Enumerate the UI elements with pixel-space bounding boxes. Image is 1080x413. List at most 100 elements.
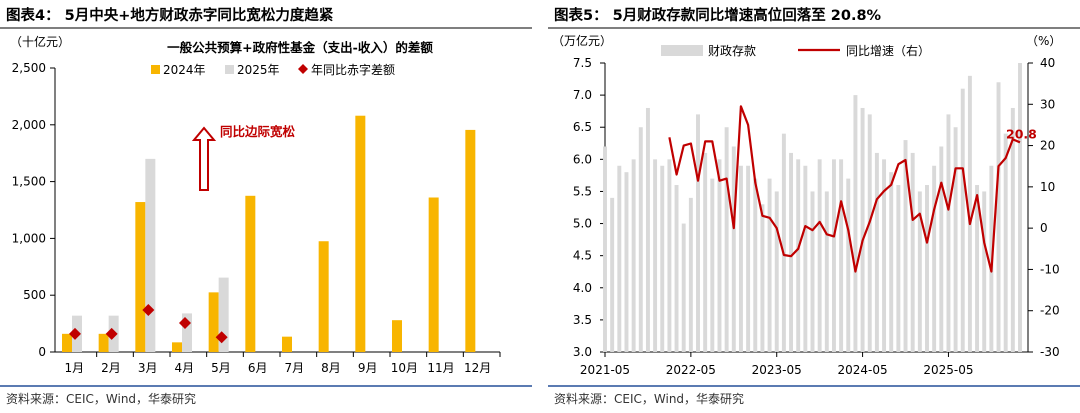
bar-2025 bbox=[145, 158, 156, 352]
deposit-bar bbox=[925, 185, 929, 352]
x-tick-label: 2024-05 bbox=[838, 363, 888, 377]
x-tick-label: 2023-05 bbox=[752, 363, 802, 377]
deposit-bar bbox=[710, 178, 715, 352]
deposit-bar bbox=[667, 159, 672, 352]
deposit-bar bbox=[617, 165, 622, 352]
bar-2024 bbox=[135, 202, 146, 352]
deposit-bar bbox=[817, 159, 822, 352]
end-value-label: 20.8 bbox=[1006, 126, 1037, 141]
x-tick-label: 8月 bbox=[321, 361, 341, 375]
y-right-tick-label: -10 bbox=[1040, 262, 1060, 276]
right-chart-panel: 图表5： 5月财政存款同比增速高位回落至 20.8% （万亿元） （%） 3.0 3.… bbox=[548, 0, 1080, 413]
deposit-bar bbox=[789, 152, 794, 352]
deposit-bar bbox=[624, 172, 629, 352]
x-tick-label: 3月 bbox=[138, 361, 158, 375]
diff-marker bbox=[69, 327, 81, 340]
deposit-bar bbox=[975, 185, 980, 352]
x-tick-label: 2025-05 bbox=[923, 363, 973, 377]
y-tick-label: 1,500 bbox=[12, 175, 46, 189]
x-tick-label: 5月 bbox=[211, 361, 231, 375]
deposit-bar bbox=[889, 172, 894, 352]
right-source-note: 资料来源：CEIC，Wind，华泰研究 bbox=[554, 392, 745, 406]
deposit-bar bbox=[932, 165, 937, 352]
deposit-bar bbox=[831, 159, 836, 352]
y-left-tick-label: 5.5 bbox=[573, 184, 592, 198]
deposit-bar bbox=[753, 178, 758, 352]
y-left-tick-label: 6.5 bbox=[573, 120, 592, 134]
x-tick-label: 2月 bbox=[101, 361, 121, 375]
deposit-bar bbox=[910, 152, 915, 352]
deposit-bar bbox=[853, 95, 858, 352]
y-tick-label: 2,500 bbox=[12, 61, 46, 75]
y-right-tick-label: 10 bbox=[1040, 180, 1055, 194]
deposit-bar bbox=[645, 107, 650, 352]
left-chart-panel: 图表4： 5月中央+地方财政赤字同比宽松力度趋紧 （十亿元） 一般公共预算+政府性… bbox=[0, 0, 532, 413]
y-left-tick-label: 4.0 bbox=[573, 281, 592, 295]
y-tick-label: 500 bbox=[23, 288, 46, 302]
legend-label-growth: 同比增速（右） bbox=[846, 43, 930, 58]
x-tick-label: 6月 bbox=[248, 361, 268, 375]
title-rule bbox=[0, 27, 532, 29]
bar-2025 bbox=[182, 313, 192, 352]
deposit-bar bbox=[839, 159, 844, 352]
bar-2024 bbox=[392, 320, 402, 352]
y-left-tick-label: 6.0 bbox=[573, 152, 592, 166]
deposit-bar bbox=[796, 159, 801, 352]
left-unit-label: （十亿元） bbox=[10, 34, 70, 49]
bar-2024 bbox=[208, 292, 219, 352]
deposit-bar bbox=[681, 223, 686, 352]
y-left-tick-label: 5.0 bbox=[573, 217, 592, 231]
legend-label-deposit: 财政存款 bbox=[708, 44, 756, 58]
legend-swatch-2025 bbox=[225, 65, 234, 74]
y-right-tick-label: 30 bbox=[1040, 97, 1055, 111]
deposit-bar bbox=[674, 185, 679, 352]
diff-marker bbox=[105, 327, 118, 340]
y-right-tick-label: -30 bbox=[1040, 345, 1060, 359]
x-tick-label: 9月 bbox=[358, 361, 378, 375]
deposit-bar bbox=[896, 185, 901, 352]
bar-2024 bbox=[245, 195, 256, 352]
growth-line bbox=[668, 105, 1021, 273]
deposit-bar bbox=[1018, 63, 1022, 352]
diff-marker bbox=[179, 317, 191, 330]
y-left-tick-label: 4.5 bbox=[573, 249, 592, 263]
deposit-bar bbox=[696, 114, 700, 352]
bar-2024 bbox=[98, 333, 109, 352]
deposit-bar bbox=[703, 152, 708, 352]
bar-2024 bbox=[355, 115, 366, 352]
deposit-bar bbox=[767, 178, 772, 352]
deposit-bar bbox=[731, 146, 736, 352]
legend-label-2024: 2024年 bbox=[163, 63, 206, 77]
bar-2024 bbox=[62, 333, 72, 352]
y-right-tick-label: 40 bbox=[1040, 56, 1055, 70]
deposit-bar bbox=[638, 127, 643, 352]
deposit-bar bbox=[953, 127, 958, 352]
right-chart-title: 图表5： 5月财政存款同比增速高位回落至 20.8% bbox=[554, 8, 882, 24]
bottom-rule bbox=[0, 385, 532, 387]
deposit-bar bbox=[660, 165, 665, 352]
x-tick-label: 10月 bbox=[391, 361, 418, 375]
deposit-bar bbox=[781, 133, 786, 352]
title-rule bbox=[548, 27, 1080, 29]
y-tick-label: 1,000 bbox=[12, 231, 46, 245]
x-tick-label: 11月 bbox=[427, 361, 454, 375]
left-unit-label: （万亿元） bbox=[552, 33, 612, 48]
y-right-tick-label: 0 bbox=[1040, 221, 1048, 235]
left-chart: （十亿元） 一般公共预算+政府性基金（支出-收入）的差额 0 500 1,000 1,50… bbox=[10, 34, 501, 375]
x-tick-label: 7月 bbox=[285, 361, 305, 375]
bottom-rule bbox=[548, 385, 1080, 387]
deposit-bar bbox=[939, 146, 944, 352]
deposit-bar bbox=[810, 191, 815, 352]
deposit-bar bbox=[960, 88, 965, 352]
x-tick-label: 2022-05 bbox=[666, 363, 716, 377]
deposit-bar bbox=[774, 191, 779, 352]
y-left-tick-label: 3.0 bbox=[573, 345, 592, 359]
y-tick-label: 2,000 bbox=[12, 118, 46, 132]
deposit-bar bbox=[867, 114, 872, 352]
diff-marker bbox=[142, 303, 155, 316]
deposit-bar bbox=[610, 197, 615, 352]
chart-subtitle: 一般公共预算+政府性基金（支出-收入）的差额 bbox=[167, 40, 433, 55]
deposit-bar bbox=[1003, 133, 1008, 352]
x-tick-label: 1月 bbox=[65, 361, 85, 375]
legend-swatch-2024 bbox=[151, 65, 160, 74]
